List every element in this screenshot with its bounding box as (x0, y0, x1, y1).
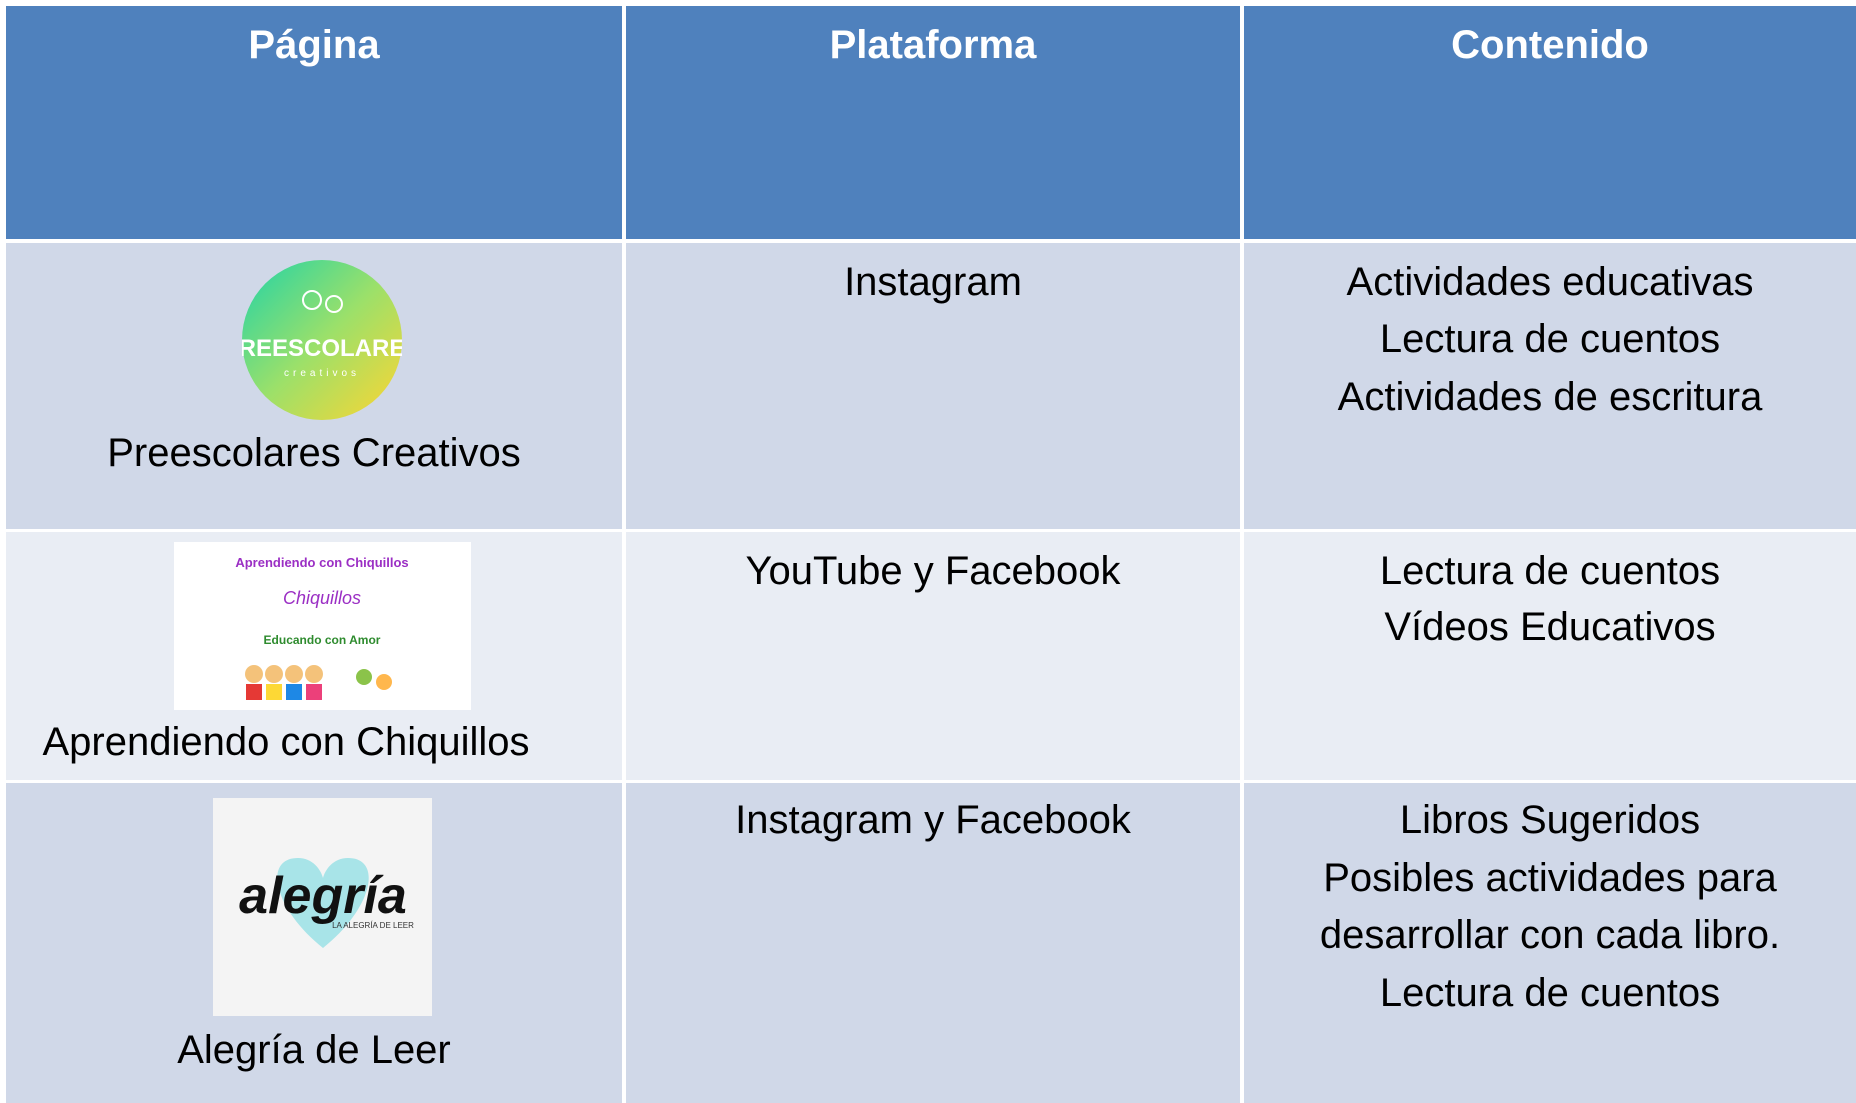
page-name: Preescolares Creativos (107, 431, 521, 475)
content-line: Lectura de cuentos (1379, 971, 1721, 1015)
page-name: Aprendiendo con Chiquillos (42, 720, 530, 764)
content-line: Lectura de cuentos (1379, 317, 1721, 361)
logo-text: Chiquillos (283, 588, 361, 608)
body-cell (1244, 783, 1856, 1103)
header-cell (1244, 6, 1856, 239)
platform: Instagram (844, 260, 1022, 304)
body-cell (1244, 243, 1856, 529)
content-line: Vídeos Educativos (1384, 605, 1716, 649)
logo-text: alegría (239, 867, 407, 925)
logo-text: PREESCOLARES (242, 335, 402, 362)
logo: alegría LA ALEGRÍA DE LEER (213, 798, 432, 1016)
logo: Aprendiendo con Chiquillos Chiquillos Ed… (174, 542, 471, 710)
logo-text: creativos (284, 368, 360, 379)
logo-text: Aprendiendo con Chiquillos (235, 555, 408, 570)
body-cell (626, 532, 1240, 780)
header-text: Contenido (1451, 23, 1649, 67)
content-line: Libros Sugeridos (1399, 798, 1701, 842)
header-text: Página (248, 23, 380, 67)
platform: Instagram y Facebook (735, 798, 1131, 842)
header-text: Plataforma (829, 23, 1037, 67)
content-line: Lectura de cuentos (1379, 549, 1721, 593)
header-cell (6, 6, 622, 239)
content-line: Actividades de escritura (1337, 375, 1763, 419)
header-cell (626, 6, 1240, 239)
content-line: Posibles actividades para (1323, 856, 1777, 900)
body-cell (1244, 532, 1856, 780)
content-line: desarrollar con cada libro. (1319, 913, 1781, 957)
logo-text: LA ALEGRÍA DE LEER (332, 921, 414, 930)
logo: PREESCOLARES creativos (242, 260, 402, 420)
page-name: Alegría de Leer (177, 1028, 451, 1072)
logo-text: Educando con Amor (264, 633, 381, 647)
body-cell (626, 243, 1240, 529)
content-line: Actividades educativas (1346, 260, 1754, 304)
platform: YouTube y Facebook (745, 549, 1121, 593)
body-cell (626, 783, 1240, 1103)
